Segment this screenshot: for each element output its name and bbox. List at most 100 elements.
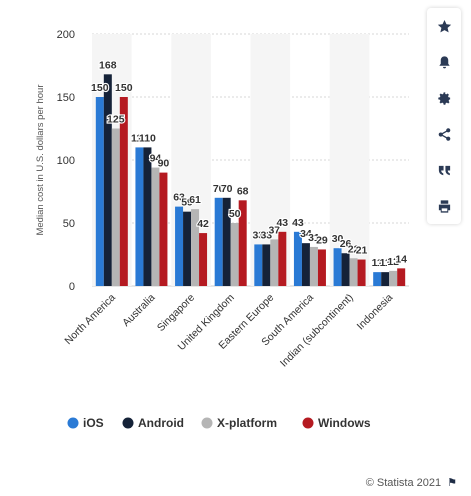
data-label: 14 (395, 253, 407, 265)
data-labels: 1501681251501101109490635961427070506833… (90, 58, 408, 270)
data-label: 61 (189, 194, 201, 206)
quote-icon (438, 165, 450, 175)
bar (135, 147, 144, 286)
print-button[interactable] (427, 188, 461, 224)
favorite-button[interactable] (427, 8, 461, 44)
data-label: 26 (340, 238, 352, 250)
data-label: 63 (173, 192, 185, 204)
data-label: 50 (229, 208, 241, 220)
bar (183, 211, 192, 286)
data-label: 34 (300, 228, 312, 240)
data-label: 90 (158, 158, 170, 170)
data-label: 150 (115, 82, 133, 94)
data-label: 110 (139, 132, 156, 144)
bar (301, 243, 310, 286)
data-label: 11 (380, 257, 391, 269)
bar (143, 147, 152, 286)
bar (349, 258, 358, 286)
data-label: 43 (292, 217, 304, 229)
data-label: 43 (276, 217, 288, 229)
legend-item[interactable]: Windows (302, 416, 371, 430)
data-label: 68 (237, 185, 249, 197)
data-label: 33 (252, 229, 264, 241)
y-axis-ticks: 0 50 100 150 200 (57, 29, 75, 293)
bar (341, 253, 350, 286)
cite-button[interactable] (427, 152, 461, 188)
bar (175, 206, 184, 286)
data-label: 150 (91, 82, 109, 94)
bar (151, 167, 160, 286)
legend-marker (201, 417, 213, 429)
data-label: 70 (221, 183, 233, 195)
data-label: 37 (268, 224, 280, 236)
bar (333, 248, 342, 286)
data-label: 22 (348, 243, 360, 255)
category-band (329, 34, 370, 286)
x-tick-label: Singapore (155, 292, 197, 334)
bar (159, 172, 168, 286)
bar (95, 97, 104, 286)
notification-button[interactable] (427, 44, 461, 80)
bar (381, 272, 390, 286)
bar (373, 272, 382, 286)
y-tick-label: 100 (57, 155, 75, 167)
data-label: 30 (332, 233, 344, 245)
data-label: 168 (99, 59, 117, 71)
settings-button[interactable] (427, 80, 461, 116)
bar (270, 239, 279, 286)
y-tick-label: 200 (57, 29, 75, 41)
data-label: 33 (260, 229, 272, 241)
legend-label: X-platform (217, 416, 277, 430)
data-label: 12 (387, 256, 399, 268)
legend-label: Windows (318, 416, 371, 430)
credit-text: © Statista 2021 (365, 476, 442, 489)
bell-icon (438, 55, 450, 68)
bar (254, 244, 263, 286)
y-tick-label: 50 (63, 218, 75, 230)
y-tick-label: 150 (57, 92, 75, 104)
bar (389, 270, 398, 286)
bars (95, 74, 406, 286)
legend-marker (302, 417, 314, 429)
share-button[interactable] (427, 116, 461, 152)
bar (103, 74, 112, 286)
x-tick-label: Australia (120, 292, 157, 329)
data-label: 59 (181, 197, 193, 209)
bar (397, 268, 406, 286)
y-axis-label: Median cost in U.S. dollars per hour (35, 84, 46, 235)
data-label: 94 (150, 153, 162, 165)
bar (222, 197, 231, 286)
legend-label: iOS (83, 416, 104, 430)
source-credit[interactable]: © Statista 2021 ⚑ (365, 476, 457, 490)
flag-icon: ⚑ (447, 477, 457, 489)
chart-toolbar (427, 8, 461, 224)
data-label: 42 (197, 218, 209, 230)
data-label: 125 (107, 114, 125, 126)
x-tick-label: Indonesia (355, 292, 396, 333)
bar (230, 223, 239, 286)
star-icon (437, 19, 451, 32)
y-tick-label: 0 (69, 281, 75, 293)
bar (317, 249, 326, 286)
data-label: 11 (372, 257, 383, 269)
bar (191, 209, 200, 286)
data-label: 21 (356, 245, 368, 257)
legend-item[interactable]: iOS (67, 416, 104, 430)
legend-label: Android (138, 416, 184, 430)
data-label: 70 (213, 183, 225, 195)
legend-marker (67, 417, 79, 429)
legend-item[interactable]: Android (122, 416, 185, 430)
legend-item[interactable]: X-platform (201, 416, 278, 430)
bar (214, 197, 223, 286)
legend: iOS Android X-platform Windows (67, 416, 371, 430)
bar (309, 246, 318, 286)
legend-marker (122, 417, 134, 429)
x-tick-label: North America (62, 292, 118, 348)
bar (111, 128, 120, 286)
x-tick-label: Indian (subcontinent) (278, 292, 356, 370)
bar (293, 231, 302, 286)
data-label: 29 (316, 234, 328, 246)
gear-icon (437, 91, 450, 105)
